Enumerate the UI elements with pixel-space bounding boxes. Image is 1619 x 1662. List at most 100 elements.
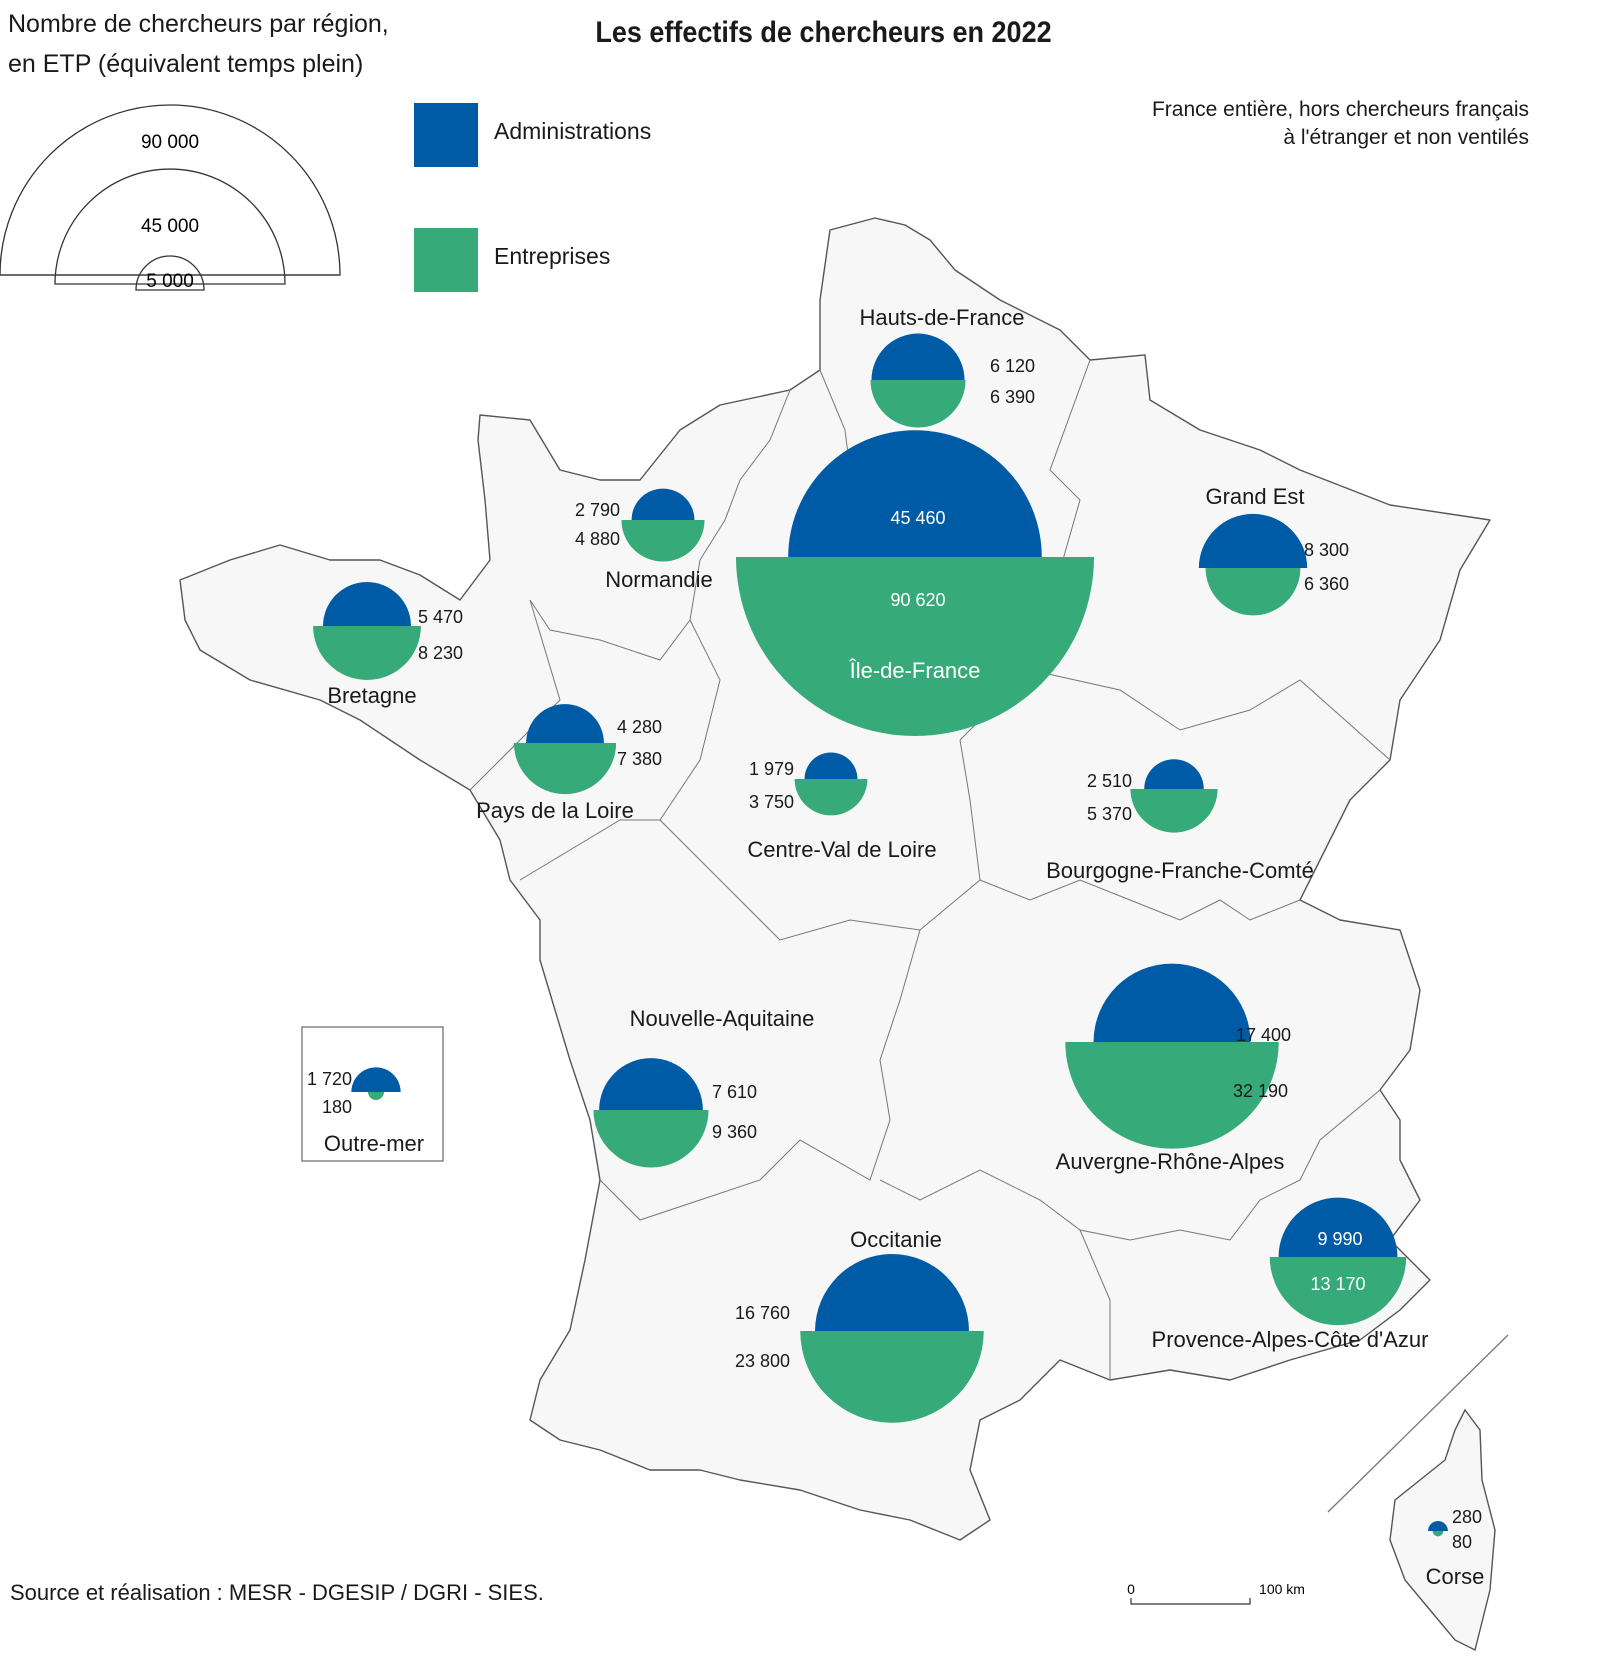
region-name-normandie: Normandie xyxy=(605,567,713,592)
region-name-outre-mer: Outre-mer xyxy=(324,1131,424,1156)
region-symbol-centre-val-de-loire: 1 979 3 750 Centre-Val de Loire xyxy=(747,752,937,862)
region-symbols: 45 460 90 620 Île-de-France 6 120 6 390 Hauts… xyxy=(307,305,1484,1589)
value-label-administrations-centre-val-de-loire: 1 979 xyxy=(749,759,794,779)
half-circle-entreprises-bretagne xyxy=(313,626,421,680)
region-name-occitanie: Occitanie xyxy=(850,1227,942,1252)
region-name-grand-est: Grand Est xyxy=(1205,484,1304,509)
value-label-administrations-occitanie: 16 760 xyxy=(735,1303,790,1323)
half-circle-entreprises-occitanie xyxy=(800,1331,984,1423)
value-label-administrations-provence-alpes-cote-d-azur: 9 990 xyxy=(1317,1229,1362,1249)
value-label-entreprises-ile-de-france: 90 620 xyxy=(890,590,945,610)
value-label-entreprises-grand-est: 6 360 xyxy=(1304,574,1349,594)
legend-title-line1: Nombre de chercheurs par région, xyxy=(8,10,389,38)
value-label-entreprises-nouvelle-aquitaine: 9 360 xyxy=(712,1122,757,1142)
map-title: Les effectifs de chercheurs en 2022 xyxy=(595,16,1052,49)
legend-title: Nombre de chercheurs par région, en ETP … xyxy=(8,4,389,84)
half-circle-entreprises-grand-est xyxy=(1205,568,1301,616)
region-name-bourgogne-franche-comte: Bourgogne-Franche-Comté xyxy=(1046,858,1314,883)
value-label-entreprises-centre-val-de-loire: 3 750 xyxy=(749,792,794,812)
value-label-entreprises-pays-de-la-loire: 7 380 xyxy=(617,749,662,769)
value-label-administrations-auvergne-rhone-alpes: 17 400 xyxy=(1236,1025,1291,1045)
value-label-entreprises-outre-mer: 180 xyxy=(322,1097,352,1117)
value-label-entreprises-provence-alpes-cote-d-azur: 13 170 xyxy=(1310,1274,1365,1294)
region-symbol-provence-alpes-cote-d-azur: 9 990 13 170 Provence-Alpes-Côte d'Azur xyxy=(1152,1197,1429,1352)
region-name-bretagne: Bretagne xyxy=(327,683,416,708)
scale-bar-start-label: 0 xyxy=(1127,1581,1135,1597)
legend-swatch-entreprises xyxy=(414,228,478,292)
coverage-note: France entière, hors chercheurs français… xyxy=(1152,96,1529,152)
region-name-auvergne-rhone-alpes: Auvergne-Rhône-Alpes xyxy=(1056,1149,1285,1174)
size-legend: 90 000 45 000 5 000 xyxy=(0,104,341,292)
half-circle-administrations-provence-alpes-cote-d-azur xyxy=(1278,1197,1398,1257)
value-label-administrations-outre-mer: 1 720 xyxy=(307,1069,352,1089)
half-circle-entreprises-provence-alpes-cote-d-azur xyxy=(1269,1257,1407,1326)
region-name-nouvelle-aquitaine: Nouvelle-Aquitaine xyxy=(630,1006,815,1031)
value-label-entreprises-bretagne: 8 230 xyxy=(418,643,463,663)
half-circle-administrations-ile-de-france xyxy=(788,430,1042,557)
size-legend-arc-90000 xyxy=(0,104,341,276)
source-note: Source et réalisation : MESR - DGESIP / … xyxy=(10,1580,544,1605)
size-legend-label-90000: 90 000 xyxy=(141,132,199,153)
region-symbol-corse: 280 80 Corse xyxy=(1426,1507,1485,1589)
coverage-note-line1: France entière, hors chercheurs français xyxy=(1151,98,1529,121)
value-label-entreprises-corse: 80 xyxy=(1452,1532,1472,1552)
region-name-centre-val-de-loire: Centre-Val de Loire xyxy=(747,837,936,862)
value-label-administrations-normandie: 2 790 xyxy=(575,500,620,520)
region-symbol-normandie: 2 790 4 880 Normandie xyxy=(575,488,713,592)
coverage-note-line2: à l'étranger et non ventilés xyxy=(1283,126,1529,149)
legend-swatch-administrations xyxy=(414,103,478,167)
half-circle-entreprises-corse xyxy=(1432,1531,1444,1537)
france-mainland-outline xyxy=(179,217,1491,1541)
region-symbol-ile-de-france: 45 460 90 620 Île-de-France xyxy=(736,430,1094,736)
half-circle-entreprises-normandie xyxy=(621,520,705,562)
value-label-entreprises-hauts-de-france: 6 390 xyxy=(990,387,1035,407)
value-label-entreprises-normandie: 4 880 xyxy=(575,529,620,549)
scale-bar-end-label: 100 km xyxy=(1259,1581,1305,1597)
half-circle-entreprises-auvergne-rhone-alpes xyxy=(1065,1042,1279,1149)
half-circle-entreprises-nouvelle-aquitaine xyxy=(593,1110,709,1168)
region-symbol-grand-est: 8 300 6 360 Grand Est xyxy=(1198,484,1349,616)
region-name-ile-de-france: Île-de-France xyxy=(849,658,981,683)
half-circle-entreprises-hauts-de-france xyxy=(870,380,966,428)
region-symbol-bourgogne-franche-comte: 2 510 5 370 Bourgogne-Franche-Comté xyxy=(1046,759,1314,883)
value-label-entreprises-bourgogne-franche-comte: 5 370 xyxy=(1087,804,1132,824)
region-symbol-occitanie: 16 760 23 800 Occitanie xyxy=(735,1227,984,1423)
value-label-administrations-hauts-de-france: 6 120 xyxy=(990,356,1035,376)
region-symbol-hauts-de-france: 6 120 6 390 Hauts-de-France xyxy=(859,305,1035,428)
half-circle-administrations-centre-val-de-loire xyxy=(804,752,858,779)
half-circle-administrations-corse xyxy=(1428,1521,1448,1531)
region-symbol-outre-mer: 1 720 180 Outre-mer xyxy=(307,1067,424,1156)
value-label-administrations-corse: 280 xyxy=(1452,1507,1482,1527)
half-circle-entreprises-bourgogne-franche-comte xyxy=(1130,789,1218,833)
half-circle-administrations-nouvelle-aquitaine xyxy=(599,1058,703,1110)
half-circle-administrations-hauts-de-france xyxy=(871,333,965,380)
half-circle-administrations-auvergne-rhone-alpes xyxy=(1093,963,1251,1042)
region-name-pays-de-la-loire: Pays de la Loire xyxy=(476,798,634,823)
half-circle-entreprises-pays-de-la-loire xyxy=(513,743,617,795)
size-legend-label-5000: 5 000 xyxy=(146,271,194,292)
half-circle-entreprises-ile-de-france xyxy=(736,557,1094,736)
region-name-provence-alpes-cote-d-azur: Provence-Alpes-Côte d'Azur xyxy=(1152,1327,1429,1352)
half-circle-administrations-pays-de-la-loire xyxy=(526,704,604,743)
legend-label-administrations: Administrations xyxy=(494,118,652,144)
value-label-entreprises-occitanie: 23 800 xyxy=(735,1351,790,1371)
value-label-entreprises-auvergne-rhone-alpes: 32 190 xyxy=(1233,1081,1288,1101)
half-circle-entreprises-centre-val-de-loire xyxy=(794,779,868,816)
value-label-administrations-ile-de-france: 45 460 xyxy=(890,508,945,528)
size-legend-arc-45000 xyxy=(54,168,286,285)
half-circle-administrations-occitanie xyxy=(815,1254,969,1331)
legend-title-line2: en ETP (équivalent temps plein) xyxy=(8,50,364,78)
value-label-administrations-grand-est: 8 300 xyxy=(1304,540,1349,560)
region-symbol-nouvelle-aquitaine: 7 610 9 360 Nouvelle-Aquitaine xyxy=(593,1006,814,1168)
scale-bar: 0 100 km xyxy=(1127,1581,1305,1605)
size-legend-label-45000: 45 000 xyxy=(141,216,199,237)
half-circle-administrations-outre-mer xyxy=(351,1067,401,1092)
value-label-administrations-pays-de-la-loire: 4 280 xyxy=(617,717,662,737)
half-circle-administrations-bourgogne-franche-comte xyxy=(1144,759,1204,789)
half-circle-administrations-grand-est xyxy=(1198,513,1308,568)
half-circle-entreprises-outre-mer xyxy=(368,1092,384,1100)
scale-bar-line xyxy=(1130,1598,1251,1605)
value-label-administrations-nouvelle-aquitaine: 7 610 xyxy=(712,1082,757,1102)
